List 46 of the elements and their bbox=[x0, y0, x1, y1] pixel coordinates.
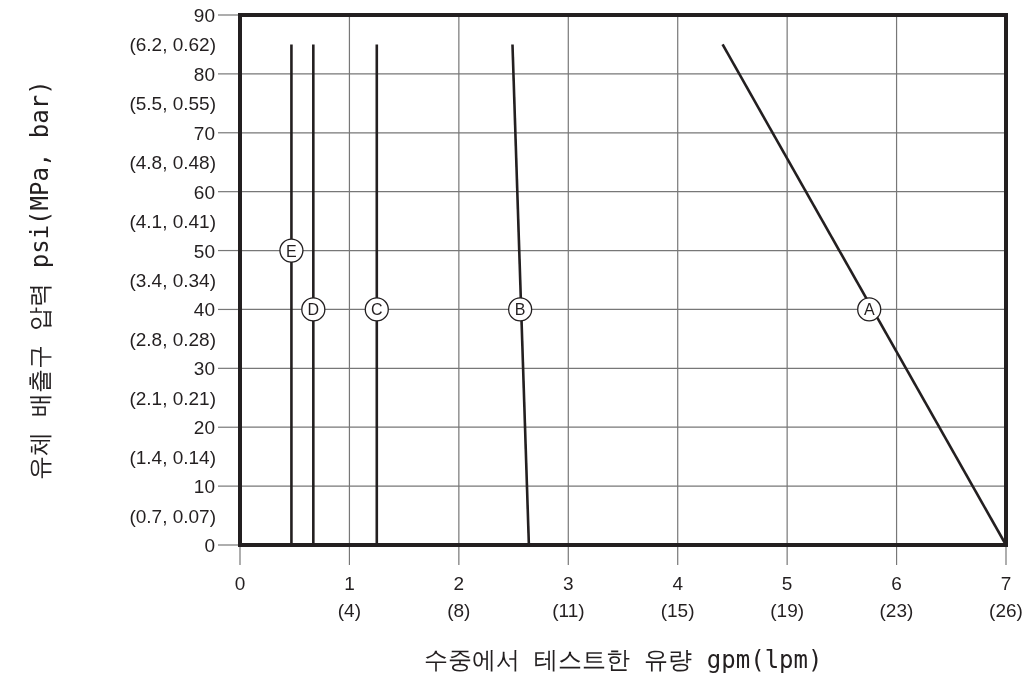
y-tick-label: (2.1, 0.21) bbox=[129, 387, 216, 409]
y-tick-label: 60 bbox=[193, 181, 215, 203]
y-tick-label: 10 bbox=[193, 476, 215, 498]
x-tick-label: 7 bbox=[1000, 573, 1012, 594]
x2-tick-label: (19) bbox=[770, 600, 805, 621]
annotation: E bbox=[279, 238, 304, 263]
x-axis-title: 수중에서 테스트한 유량 gpm(lpm) bbox=[423, 646, 823, 674]
x-tick-label: 2 bbox=[453, 573, 465, 594]
x-tick-label: 0 bbox=[234, 573, 246, 594]
y-tick-label: 40 bbox=[193, 299, 215, 321]
y-tick-label: (0.7, 0.07) bbox=[129, 505, 216, 527]
annotation: C bbox=[364, 297, 389, 322]
y-tick-label: (6.2, 0.62) bbox=[129, 34, 216, 56]
annotation: E bbox=[286, 242, 297, 260]
x-tick-label: 4 bbox=[672, 573, 684, 594]
x-tick-label: 1 bbox=[344, 573, 355, 594]
y-tick-label: (5.5, 0.55) bbox=[129, 93, 216, 115]
y-tick-label: 70 bbox=[193, 122, 215, 144]
y-tick-label: 90 bbox=[193, 5, 215, 26]
annotation: D bbox=[301, 297, 326, 322]
annotation: A bbox=[863, 301, 875, 319]
annotation: C bbox=[371, 301, 383, 319]
x2-tick-label: (15) bbox=[660, 600, 695, 621]
y-tick-label: (3.4, 0.34) bbox=[129, 270, 216, 291]
y-tick-label: 30 bbox=[193, 358, 215, 380]
x2-tick-label: (23) bbox=[879, 600, 914, 621]
y-tick-label: (4.8, 0.48) bbox=[129, 152, 216, 174]
x-tick-label: 6 bbox=[891, 573, 902, 594]
y-tick-label: 50 bbox=[193, 240, 215, 262]
y-tick-label: (1.4, 0.14) bbox=[129, 446, 216, 468]
annotation: A bbox=[857, 297, 882, 322]
y-tick-label: 80 bbox=[193, 63, 215, 85]
annotation: B bbox=[508, 297, 533, 322]
y-tick-label: (4.1, 0.41) bbox=[129, 211, 216, 233]
y-tick-label: 0 bbox=[204, 535, 215, 556]
y-tick-label: 20 bbox=[193, 417, 215, 439]
y-tick-label: (2.8, 0.28) bbox=[129, 328, 216, 350]
x2-tick-label: (4) bbox=[337, 600, 362, 621]
annotation: B bbox=[514, 301, 526, 319]
x-tick-label: 3 bbox=[563, 573, 574, 594]
x2-tick-label: (11) bbox=[552, 600, 585, 621]
y-axis-title: 유체 배출구 압력 psi(MPa, bar) bbox=[26, 80, 54, 480]
x-tick-label: 5 bbox=[781, 573, 793, 594]
x2-tick-label: (8) bbox=[447, 600, 471, 621]
x2-tick-label: (26) bbox=[989, 600, 1023, 621]
annotation: D bbox=[307, 301, 320, 319]
